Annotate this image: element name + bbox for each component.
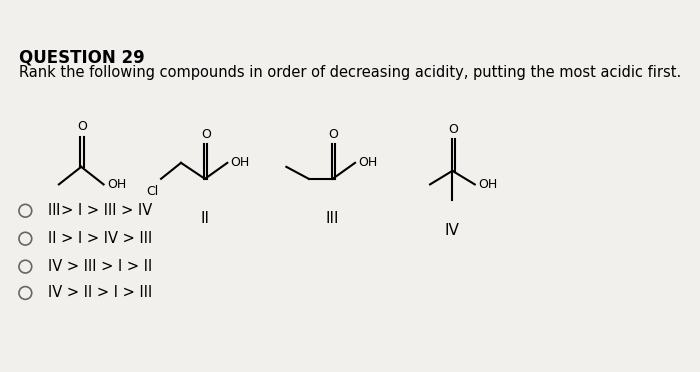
Text: OH: OH (358, 156, 377, 169)
Text: OH: OH (230, 156, 250, 169)
Text: II > I > III > IV: II > I > III > IV (48, 203, 152, 218)
Circle shape (19, 286, 32, 299)
Circle shape (19, 232, 32, 245)
Text: Cl: Cl (146, 185, 159, 198)
Text: II: II (200, 211, 209, 226)
Text: IV > II > I > III: IV > II > I > III (48, 285, 152, 301)
Circle shape (19, 260, 32, 273)
Text: OH: OH (478, 178, 497, 191)
Text: Rank the following compounds in order of decreasing acidity, putting the most ac: Rank the following compounds in order of… (19, 65, 681, 80)
Text: IV: IV (445, 223, 460, 238)
Text: O: O (77, 120, 87, 133)
Text: II > I > IV > III: II > I > IV > III (48, 231, 152, 246)
Text: O: O (448, 123, 458, 136)
Text: IV > III > I > II: IV > III > I > II (48, 259, 152, 274)
Text: O: O (201, 128, 211, 141)
Text: O: O (328, 128, 338, 141)
Circle shape (19, 204, 32, 217)
Text: III: III (326, 211, 340, 226)
Text: QUESTION 29: QUESTION 29 (19, 49, 145, 67)
Text: OH: OH (107, 178, 126, 191)
Text: I: I (55, 203, 60, 218)
